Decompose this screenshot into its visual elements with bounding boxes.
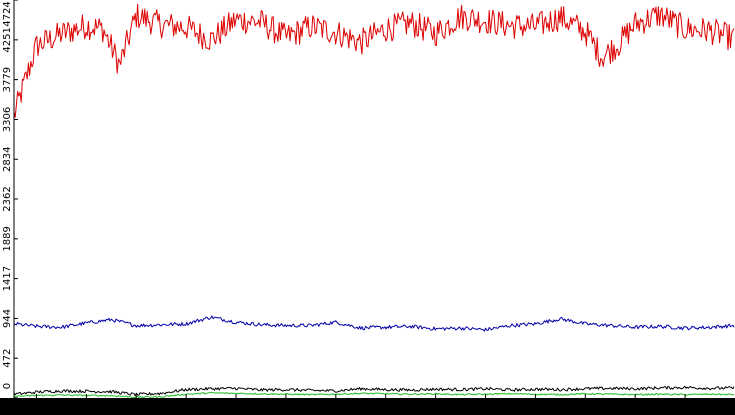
y-tick-label: 2834 [2, 147, 13, 172]
series-line-2 [13, 385, 735, 397]
x-tick-label: 14:08 [371, 403, 400, 414]
x-tick-label: 14:02 [72, 403, 101, 414]
y-tick-label: 1889 [2, 226, 13, 251]
x-tick-label: 14:09 [421, 403, 450, 414]
series-line-1 [13, 315, 735, 332]
y-tick-label: 472 [2, 349, 13, 368]
y-tick-label: 4724 [2, 1, 13, 26]
x-tick-label: 14:05 [222, 403, 251, 414]
x-tick-label: 14:04 [172, 403, 201, 414]
y-tick-label: 3306 [2, 107, 13, 132]
x-tick-label: 14:12 [571, 403, 600, 414]
x-tick-label: 14:11 [521, 403, 550, 414]
x-tick-label: 14:10 [471, 403, 500, 414]
x-tick-label: 14:07 [321, 403, 350, 414]
y-tick-label: 4251 [2, 27, 13, 52]
y-tick-label: 3779 [2, 67, 13, 92]
y-tick-label: 944 [2, 309, 13, 328]
y-tick-label: 0 [2, 383, 13, 389]
x-tick-label: 14:13 [621, 403, 650, 414]
y-tick-label: 1417 [2, 266, 13, 291]
x-axis-bar [0, 398, 735, 415]
x-tick-label: 14:03 [122, 403, 151, 414]
x-tick-label: 14:14 [671, 403, 700, 414]
series-layer [13, 3, 735, 399]
x-tick-label: 14:06 [272, 403, 301, 414]
x-tick-label: 14:01 [22, 403, 51, 414]
series-line-3 [13, 391, 735, 399]
series-line-0 [13, 3, 735, 118]
y-tick-label: 2362 [2, 186, 13, 211]
